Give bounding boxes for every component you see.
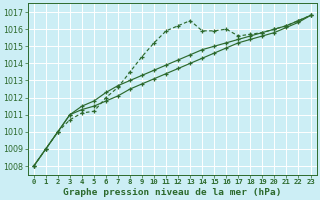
X-axis label: Graphe pression niveau de la mer (hPa): Graphe pression niveau de la mer (hPa) bbox=[63, 188, 281, 197]
